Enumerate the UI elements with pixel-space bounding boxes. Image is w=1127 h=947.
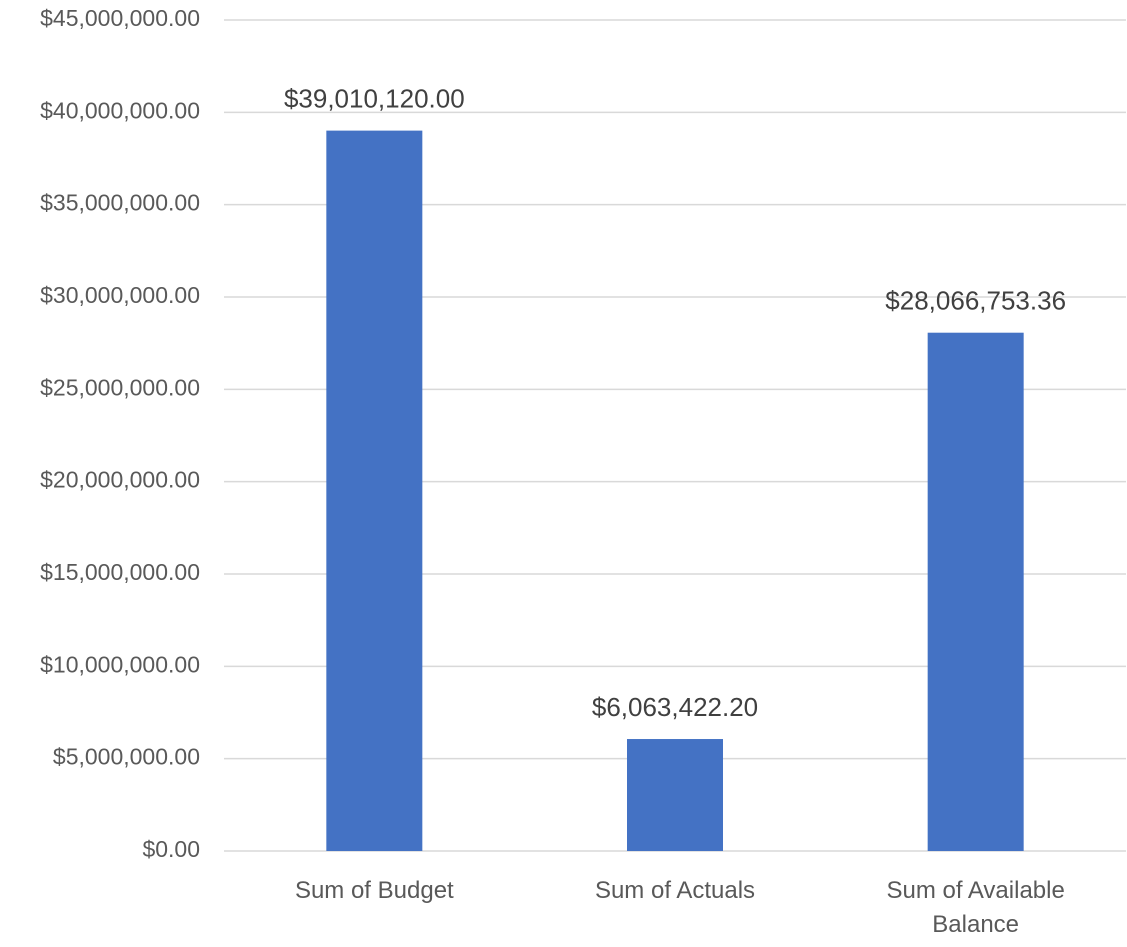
y-tick-label: $40,000,000.00 — [40, 97, 200, 123]
y-tick-label: $15,000,000.00 — [40, 559, 200, 585]
x-tick-label: Sum of Budget — [294, 877, 454, 904]
y-tick-label: $25,000,000.00 — [40, 374, 200, 400]
data-label: $28,066,753.36 — [885, 286, 1066, 316]
bar — [326, 130, 423, 852]
y-tick-label: $20,000,000.00 — [40, 467, 200, 493]
y-tick-label: $5,000,000.00 — [53, 744, 200, 770]
x-tick-label: Sum of Actuals — [594, 877, 756, 904]
data-label: $39,010,120.00 — [284, 83, 465, 113]
y-tick-label: $35,000,000.00 — [40, 190, 200, 216]
y-tick-label: $0.00 — [142, 836, 200, 862]
y-tick-label: $45,000,000.00 — [40, 5, 200, 31]
y-tick-label: $30,000,000.00 — [40, 282, 200, 308]
bar — [927, 332, 1024, 851]
x-tick-label: Sum of Available Balance — [886, 877, 1065, 938]
bar — [627, 739, 723, 851]
data-label: $6,063,422.20 — [592, 692, 758, 722]
y-tick-label: $10,000,000.00 — [40, 651, 200, 677]
